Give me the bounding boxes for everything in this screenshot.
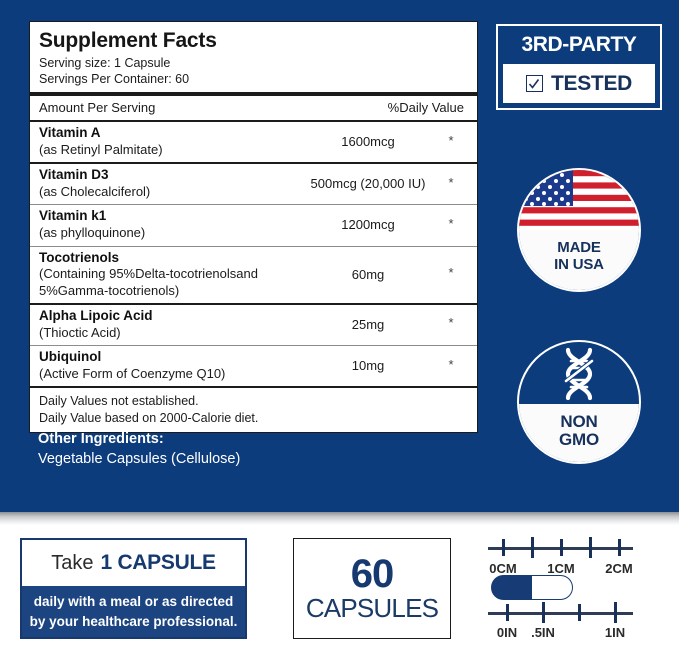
cm-tick [560, 539, 563, 556]
third-party-label: 3RD-PARTY [521, 33, 637, 56]
capsule-count-label: CAPSULES [305, 593, 439, 624]
nutrient-daily-value: * [448, 215, 454, 231]
nutrient-amount: 60mg [351, 266, 385, 282]
nutrient-daily-value: * [448, 174, 454, 190]
capsule-count-number: 60 [350, 552, 394, 597]
nutrient-name: Ubiquinol [39, 349, 102, 365]
directions-headline: Take 1 CAPSULE [22, 540, 245, 586]
servings-per-container: Servings Per Container: 60 [39, 72, 190, 87]
checkbox-checked-icon [525, 75, 543, 92]
dna-helix-icon [519, 342, 639, 404]
other-ingredients-block: Other Ingredients: Vegetable Capsules (C… [38, 430, 458, 469]
row-divider [30, 302, 477, 305]
table-row: Alpha Lipoic Acid (Thioctic Acid) 25mg * [39, 305, 468, 345]
in-tick [614, 602, 617, 623]
other-ingredients-title: Other Ingredients: [38, 431, 164, 447]
made-in-usa-text-area: MADE IN USA [519, 230, 639, 290]
tested-label: TESTED [550, 71, 633, 95]
nutrient-name: Vitamin A [39, 125, 101, 141]
table-row: Vitamin k1 (as phylloquinone) 1200mcg * [39, 205, 468, 245]
directions-line1: daily with a meal or as directed [33, 593, 234, 609]
cm-label-0: 0CM [489, 561, 517, 576]
take-label: Take [51, 551, 94, 574]
cm-tick [502, 539, 505, 556]
serving-size: Serving size: 1 Capsule [39, 56, 171, 71]
nutrient-daily-value: * [448, 356, 454, 372]
supplement-facts-title: Supplement Facts [39, 29, 217, 52]
capsule-icon [491, 575, 573, 600]
nutrient-daily-value: * [448, 132, 454, 148]
non-gmo-line1: NON [560, 411, 598, 431]
section-divider [0, 512, 679, 525]
nutrient-name: Tocotrienols [39, 249, 120, 265]
table-row: Vitamin A (as Retinyl Palmitate) 1600mcg… [39, 122, 468, 162]
tested-row: TESTED [503, 64, 655, 103]
other-ingredients-body: Vegetable Capsules (Cellulose) [38, 450, 241, 467]
cm-label-2: 2CM [605, 561, 633, 576]
row-divider [30, 204, 477, 206]
supplement-facts-panel: Supplement Facts Serving size: 1 Capsule… [29, 21, 478, 434]
in-label-1: 1IN [604, 625, 626, 640]
cm-tick [531, 537, 534, 558]
in-ruler-line [488, 612, 633, 615]
size-ruler: 0CM 1CM 2CM 0IN .5IN 1IN [488, 535, 638, 642]
made-in-usa-line2: IN USA [554, 256, 604, 273]
directions-detail: daily with a meal or as directed by your… [22, 586, 245, 637]
nutrient-source: (as phylloquinone) [39, 225, 146, 241]
in-tick [578, 604, 581, 621]
nutrient-name: Vitamin D3 [39, 167, 109, 183]
rule-below-headers [30, 120, 477, 123]
amount-per-serving-header: Amount Per Serving [39, 100, 156, 116]
row-divider [30, 345, 477, 347]
made-in-usa-line1: MADE [557, 239, 601, 257]
made-in-usa-badge: MADE IN USA [517, 168, 641, 292]
footnotes: Daily Values not established. Daily Valu… [39, 388, 468, 432]
bottom-white-section: Take 1 CAPSULE daily with a meal or as d… [0, 525, 679, 651]
footnote-calorie-diet: Daily Value based on 2000-Calorie diet. [39, 410, 259, 425]
directions-box: Take 1 CAPSULE daily with a meal or as d… [20, 538, 247, 639]
non-gmo-line2: GMO [558, 430, 599, 450]
in-tick [506, 604, 509, 621]
rule-thick-top [30, 92, 477, 97]
nutrient-source: (Thioctic Acid) [39, 324, 121, 340]
table-row: Ubiquinol (Active Form of Coenzyme Q10) … [39, 346, 468, 386]
nutrient-amount: 500mcg (20,000 IU) [310, 176, 426, 192]
nutrient-name: Vitamin k1 [39, 208, 107, 224]
cm-tick [618, 539, 621, 556]
nutrient-name: Alpha Lipoic Acid [39, 307, 153, 323]
nutrient-source: (Active Form of Coenzyme Q10) [39, 365, 226, 381]
cm-tick [589, 537, 592, 558]
daily-value-header: %Daily Value [387, 100, 464, 116]
capsule-count-box: 60 CAPSULES [293, 538, 451, 639]
column-header-row: Amount Per Serving %Daily Value [39, 96, 468, 120]
usa-flag-icon [519, 170, 639, 230]
rule-above-footnotes [30, 386, 477, 389]
footnote-daily-values: Daily Values not established. [39, 394, 199, 409]
nutrient-amount: 1200mcg [341, 217, 395, 233]
row-divider [30, 162, 477, 165]
nutrient-daily-value: * [448, 315, 454, 331]
third-party-tested-badge: 3RD-PARTY TESTED [496, 24, 662, 110]
in-label-half: .5IN [531, 625, 555, 640]
nutrient-source: (Containing 95%Delta-tocotrienolsand 5%G… [39, 266, 258, 298]
nutrient-source: (as Cholecalciferol) [39, 184, 151, 200]
non-gmo-badge: NON GMO [517, 340, 641, 464]
nutrient-amount: 1600mcg [341, 134, 395, 150]
cm-label-1: 1CM [547, 561, 575, 576]
in-tick [542, 602, 545, 623]
nutrient-amount: 10mg [351, 358, 385, 374]
nutrient-amount: 25mg [351, 316, 385, 332]
table-row: Vitamin D3 (as Cholecalciferol) 500mcg (… [39, 164, 468, 204]
nutrient-daily-value: * [448, 265, 454, 281]
in-label-0: 0IN [496, 625, 518, 640]
directions-line2: by your healthcare professional. [29, 613, 238, 629]
capsule-dose-label: 1 CAPSULE [100, 551, 216, 574]
nutrient-source: (as Retinyl Palmitate) [39, 142, 163, 158]
table-row: Tocotrienols (Containing 95%Delta-tocotr… [39, 247, 468, 303]
row-divider [30, 245, 477, 247]
non-gmo-text-area: NON GMO [519, 404, 639, 462]
